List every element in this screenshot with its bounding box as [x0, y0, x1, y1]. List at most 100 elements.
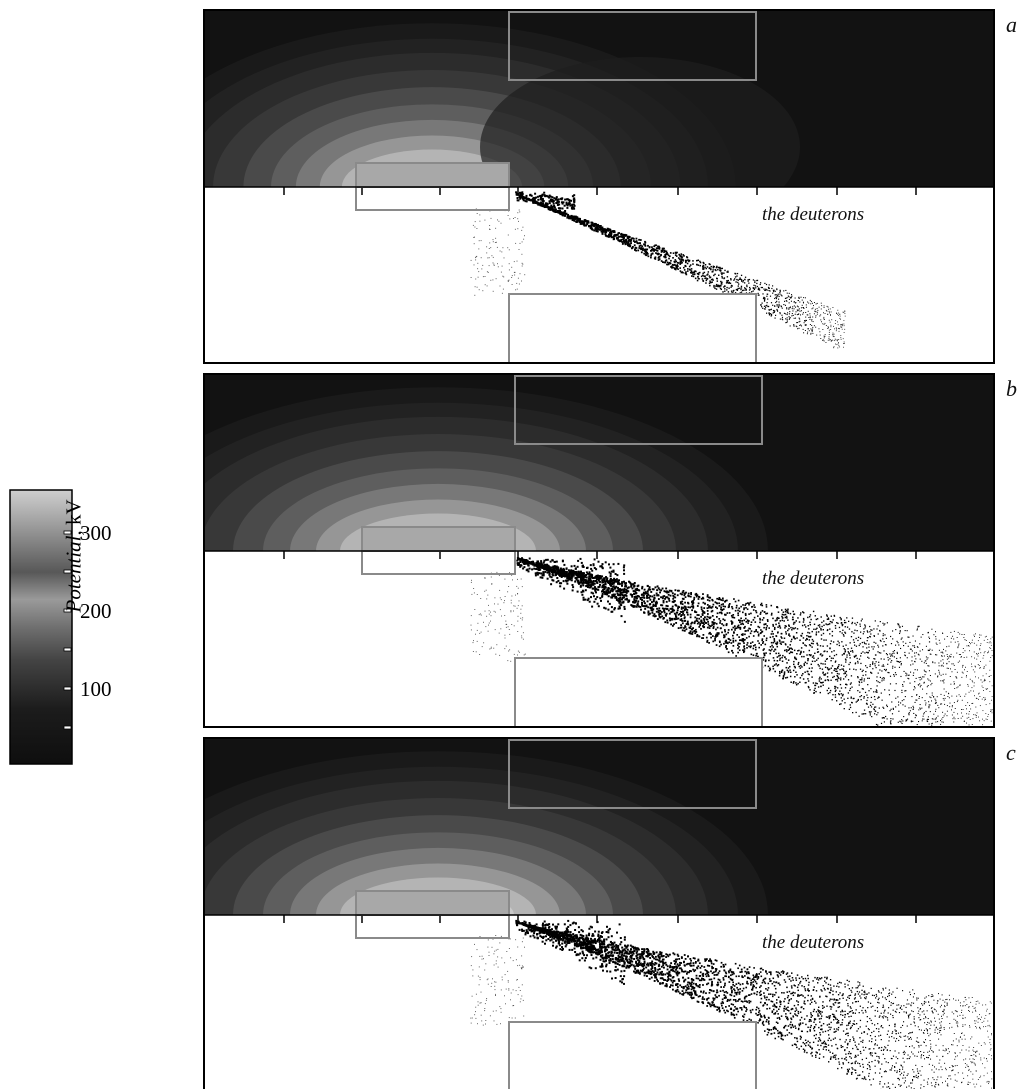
deuteron-particle — [705, 622, 707, 624]
deuteron-particle — [621, 236, 624, 238]
deuteron-particle — [853, 668, 855, 670]
deuteron-particle — [522, 567, 525, 570]
deuteron-particle — [708, 275, 711, 277]
deuteron-particle — [747, 279, 749, 281]
deuteron-particle — [595, 230, 598, 233]
deuteron-particle — [746, 644, 748, 646]
deuteron-particle — [786, 320, 788, 322]
deuteron-particle — [622, 589, 625, 592]
deuteron-particle — [684, 619, 687, 622]
deuteron-particle — [829, 308, 831, 310]
deuteron-particle — [716, 285, 718, 287]
deuteron-particle — [607, 229, 610, 232]
deuteron-particle — [845, 659, 847, 661]
deuteron-particle — [631, 237, 633, 240]
deuteron-particle — [690, 622, 693, 625]
deuteron-particle — [734, 276, 737, 278]
deuteron-particle — [779, 654, 781, 657]
deuteron-particle — [935, 702, 937, 704]
deuteron-particle — [793, 660, 795, 663]
deuteron-particle — [683, 617, 686, 620]
deuteron-particle — [808, 328, 809, 330]
deuteron-particle — [573, 194, 576, 197]
deuteron-particle — [922, 718, 924, 720]
deuteron-particle — [879, 639, 882, 642]
deuteron-particle — [782, 617, 784, 619]
deuteron-particle — [702, 622, 705, 625]
deuteron-particle — [803, 655, 805, 658]
deuteron-particle — [968, 691, 970, 693]
deuteron-particle — [773, 650, 775, 652]
deuteron-particle — [781, 613, 784, 616]
deuteron-particle — [631, 246, 634, 249]
deuteron-particle — [791, 294, 793, 296]
deuteron-particle — [707, 613, 709, 615]
deuteron-particle — [830, 679, 832, 681]
deuteron-particle — [748, 645, 750, 648]
deuteron-particle — [939, 673, 941, 675]
deuteron-particle — [781, 660, 784, 663]
deuteron-particle — [570, 214, 573, 217]
deuteron-particle — [834, 338, 836, 340]
deuteron-particle — [470, 259, 472, 261]
deuteron-particle — [762, 642, 764, 644]
deuteron-particle — [709, 263, 711, 266]
deuteron-particle — [830, 329, 832, 330]
deuteron-particle — [902, 641, 904, 643]
deuteron-particle — [555, 560, 558, 563]
deuteron-particle — [617, 586, 619, 589]
deuteron-particle — [842, 668, 844, 670]
deuteron-particle — [788, 634, 790, 636]
deuteron-particle — [978, 665, 980, 666]
deuteron-particle — [921, 720, 923, 722]
deuteron-particle — [703, 271, 706, 274]
deuteron-particle — [579, 222, 582, 225]
deuteron-particle — [933, 696, 935, 698]
deuteron-particle — [972, 681, 974, 683]
deuteron-particle — [850, 636, 853, 638]
deuteron-particle — [652, 614, 655, 617]
deuteron-particle — [873, 635, 876, 637]
deuteron-particle — [827, 669, 830, 671]
deuteron-particle — [736, 272, 739, 275]
deuteron-particle — [801, 674, 803, 677]
deuteron-particle — [710, 636, 712, 639]
deuteron-particle — [810, 332, 812, 334]
deuteron-particle — [793, 325, 795, 327]
deuteron-particles — [470, 191, 846, 349]
deuteron-particle — [700, 615, 702, 618]
deuteron-particle — [772, 304, 774, 306]
deuteron-particle — [820, 685, 822, 688]
deuteron-particle — [471, 593, 473, 595]
deuteron-particle — [745, 289, 747, 292]
deuteron-particle — [865, 674, 867, 676]
deuteron-particle — [510, 599, 512, 601]
deuteron-particle — [730, 642, 733, 644]
deuteron-particle — [787, 612, 790, 614]
deuteron-particle — [616, 234, 619, 236]
deuteron-particle — [474, 609, 476, 610]
deuteron-particle — [923, 712, 925, 714]
deuteron-particle — [837, 313, 838, 315]
deuteron-particle — [914, 652, 916, 654]
deuteron-particle — [884, 644, 887, 646]
deuteron-particle — [672, 624, 674, 627]
deuteron-particle — [945, 673, 947, 675]
deuteron-particle — [844, 672, 847, 675]
deuteron-particle — [913, 689, 915, 691]
deuteron-particle — [828, 329, 830, 331]
deuteron-particle — [692, 606, 695, 609]
deuteron-particle — [892, 665, 894, 667]
deuteron-particle — [781, 670, 783, 672]
deuteron-particle — [883, 717, 885, 719]
deuteron-particle — [820, 628, 822, 630]
deuteron-particle — [811, 329, 813, 331]
deuteron-particle — [522, 617, 524, 619]
deuteron-particle — [767, 305, 769, 308]
deuteron-particle — [775, 296, 777, 298]
deuteron-particle — [925, 662, 927, 664]
deuteron-particle — [569, 571, 572, 574]
deuteron-particle — [665, 600, 668, 603]
deuteron-particle — [950, 656, 952, 658]
deuteron-particle — [807, 658, 810, 660]
